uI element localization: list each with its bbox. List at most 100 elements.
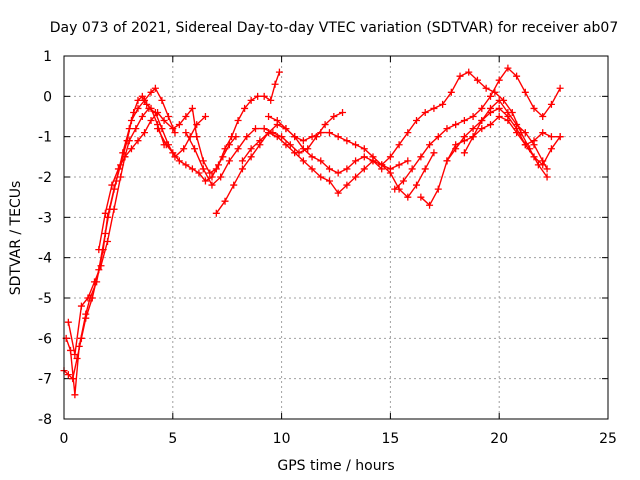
- data-point: [188, 165, 196, 173]
- data-point: [243, 133, 251, 141]
- data-point: [64, 371, 72, 379]
- data-point: [134, 104, 142, 112]
- data-point: [180, 145, 188, 153]
- data-point: [147, 88, 155, 96]
- data-point: [334, 189, 342, 197]
- data-point: [195, 169, 203, 177]
- data-point: [421, 165, 429, 173]
- data-point: [439, 100, 447, 108]
- data-point: [291, 149, 299, 157]
- data-point: [282, 125, 290, 133]
- data-point: [343, 165, 351, 173]
- data-point: [547, 133, 555, 141]
- data-point: [247, 145, 255, 153]
- data-point: [282, 141, 290, 149]
- data-point: [352, 157, 360, 165]
- data-point: [443, 157, 451, 165]
- data-point: [352, 173, 360, 181]
- data-point: [317, 173, 325, 181]
- series-arc-2: [62, 84, 179, 399]
- data-point: [391, 185, 399, 193]
- data-point: [238, 157, 246, 165]
- data-point: [325, 129, 333, 137]
- data-point: [434, 185, 442, 193]
- data-point: [308, 133, 316, 141]
- data-point: [317, 129, 325, 137]
- series-trace: [63, 95, 165, 380]
- data-point: [212, 209, 220, 217]
- data-point: [154, 108, 162, 116]
- data-point: [343, 181, 351, 189]
- y-tick-labels: -8 -7 -6 -5 -4 -3 -2 -1 0 1: [38, 49, 52, 428]
- data-point: [426, 141, 434, 149]
- data-point: [147, 117, 155, 125]
- data-point: [73, 355, 81, 362]
- data-point: [97, 262, 105, 270]
- data-point: [267, 96, 275, 104]
- data-point: [378, 161, 386, 169]
- data-point: [217, 173, 225, 181]
- data-point: [325, 165, 333, 173]
- data-point: [101, 209, 109, 217]
- data-point: [395, 141, 403, 149]
- data-point: [265, 113, 273, 120]
- grid-lines: [64, 56, 608, 419]
- y-tick-label: -4: [38, 251, 52, 267]
- data-point: [330, 113, 338, 120]
- data-point: [238, 165, 246, 173]
- data-point: [199, 165, 207, 173]
- data-point: [234, 145, 242, 153]
- data-point: [547, 145, 555, 153]
- data-point: [386, 153, 394, 161]
- data-point: [521, 129, 529, 137]
- data-point: [513, 72, 521, 80]
- data-point: [556, 84, 564, 92]
- data-point: [465, 68, 473, 76]
- data-point: [127, 117, 135, 125]
- data-point: [110, 205, 118, 213]
- data-point: [201, 177, 209, 185]
- data-point: [469, 125, 477, 133]
- data-point: [360, 153, 368, 161]
- data-point: [430, 149, 438, 157]
- data-point: [175, 121, 183, 129]
- data-point: [495, 76, 503, 84]
- data-point: [343, 137, 351, 145]
- x-tick-label: 20: [490, 431, 508, 447]
- y-tick-label: -8: [38, 412, 52, 428]
- series-arc-4: [95, 104, 240, 254]
- data-point: [208, 173, 216, 181]
- data-point: [169, 149, 177, 157]
- data-point: [495, 113, 503, 120]
- data-point: [443, 125, 451, 133]
- data-point: [504, 108, 512, 116]
- series-arc-5: [154, 68, 283, 185]
- data-point: [134, 137, 142, 145]
- data-point: [413, 117, 421, 125]
- series-arc-11: [391, 64, 564, 193]
- data-point: [160, 117, 168, 125]
- data-point: [71, 350, 79, 358]
- data-point: [325, 177, 333, 185]
- data-point: [469, 133, 477, 141]
- data-point: [273, 117, 281, 125]
- data-point: [95, 246, 103, 254]
- series-arc-14: [460, 96, 551, 173]
- data-point: [169, 125, 177, 133]
- y-tick-label: -5: [38, 291, 52, 307]
- series-arc-10: [378, 68, 551, 181]
- data-point: [456, 72, 464, 80]
- data-point: [225, 157, 233, 165]
- data-point: [299, 145, 307, 153]
- series-arc-13: [443, 104, 564, 169]
- data-point: [430, 104, 438, 112]
- data-point: [404, 193, 412, 201]
- data-point: [321, 121, 329, 129]
- data-point: [206, 169, 214, 177]
- y-tick-label: -2: [38, 170, 52, 186]
- data-point: [221, 197, 229, 205]
- data-point: [478, 117, 486, 125]
- data-point: [469, 113, 477, 120]
- data-point: [188, 104, 196, 112]
- data-point: [158, 96, 166, 104]
